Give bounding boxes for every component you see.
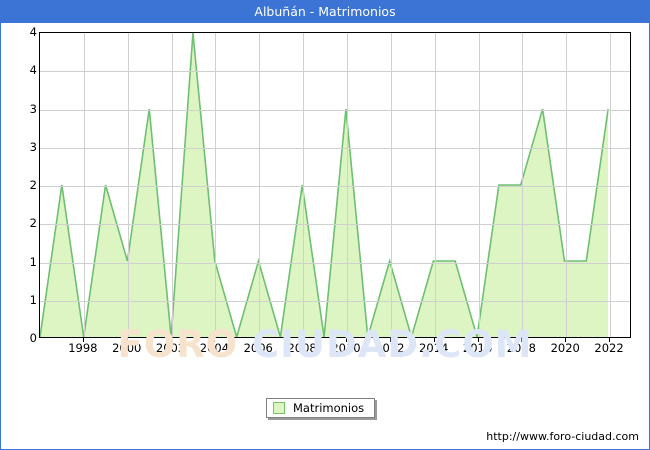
gridline-vertical — [522, 33, 524, 337]
y-axis-label: 1 — [29, 254, 37, 269]
gridline-horizontal — [40, 262, 630, 264]
x-axis-label: 2020 — [550, 341, 580, 355]
gridline-vertical — [610, 33, 612, 337]
x-axis-label: 2006 — [243, 341, 273, 355]
x-axis-tick — [477, 338, 479, 342]
x-axis-tick — [609, 338, 611, 342]
x-axis-tick — [302, 338, 304, 342]
x-axis-label: 2008 — [287, 341, 317, 355]
x-axis-tick — [126, 338, 128, 342]
legend-label-matrimonios: Matrimonios — [293, 401, 365, 415]
window-title: Albuñán - Matrimonios — [1, 1, 649, 23]
gridline-vertical — [83, 33, 85, 337]
y-axis-label: 2 — [29, 178, 37, 192]
gridline-vertical — [346, 33, 348, 337]
y-axis-label: 4 — [29, 63, 37, 78]
area-line — [40, 33, 609, 337]
x-axis-tick — [433, 338, 435, 342]
gridline-horizontal — [40, 300, 630, 302]
x-axis-label: 1998 — [68, 341, 98, 355]
x-axis: 1998 2000 2002 2004 2006 2008 2010 2012 2014 2016… — [39, 338, 631, 359]
x-axis-label: 2004 — [199, 341, 230, 355]
x-axis-tick — [389, 338, 391, 342]
x-axis-tick — [82, 338, 84, 342]
x-axis-label: 2022 — [594, 341, 624, 355]
x-axis-tick — [170, 338, 172, 342]
gridline-vertical — [127, 33, 129, 337]
gridline-vertical — [259, 33, 261, 337]
y-axis-label: 1 — [29, 292, 37, 307]
gridline-vertical — [566, 33, 568, 337]
x-axis-tick — [214, 338, 216, 342]
series-matrimonios — [40, 33, 609, 337]
y-axis-label: 4 — [29, 25, 37, 39]
y-axis-label: 2 — [29, 216, 37, 231]
y-axis-label: 0 — [29, 331, 37, 345]
x-axis-tick — [345, 338, 347, 342]
gridline-horizontal — [40, 71, 630, 73]
y-axis-label: 3 — [29, 101, 37, 116]
gridline-horizontal — [40, 224, 630, 226]
x-axis-label: 2018 — [506, 341, 536, 355]
gridline-vertical — [171, 33, 173, 337]
x-axis-label: 2016 — [462, 341, 493, 355]
gridline-horizontal — [40, 147, 630, 149]
plot-area — [39, 32, 631, 338]
gridline-horizontal — [40, 109, 630, 111]
x-axis-label: 2002 — [155, 341, 186, 355]
gridline-vertical — [390, 33, 392, 337]
x-axis-tick — [565, 338, 567, 342]
gridline-vertical — [478, 33, 480, 337]
y-axis: 0 1 1 2 2 3 3 4 4 — [1, 25, 37, 345]
area-fill — [40, 33, 609, 337]
x-axis-label: 2010 — [331, 341, 361, 355]
gridline-horizontal — [40, 186, 630, 187]
x-axis-label: 2012 — [375, 341, 405, 355]
chart-area: 0 1 1 2 2 3 3 4 4 1998 2000 2002 2004 2006 2008 2010 20… — [1, 23, 649, 428]
gridline-vertical — [434, 33, 436, 337]
y-axis-label: 3 — [29, 139, 37, 154]
x-axis-tick — [258, 338, 260, 342]
gridline-vertical — [303, 33, 305, 337]
x-axis-label: 2000 — [112, 341, 142, 355]
legend-swatch-matrimonios — [273, 402, 285, 414]
x-axis-label: 2014 — [419, 341, 449, 355]
footer-url: http://www.foro-ciudad.com — [486, 430, 639, 443]
gridline-vertical — [215, 33, 217, 337]
chart-legend[interactable]: Matrimonios — [266, 398, 376, 418]
x-axis-tick — [521, 338, 523, 342]
